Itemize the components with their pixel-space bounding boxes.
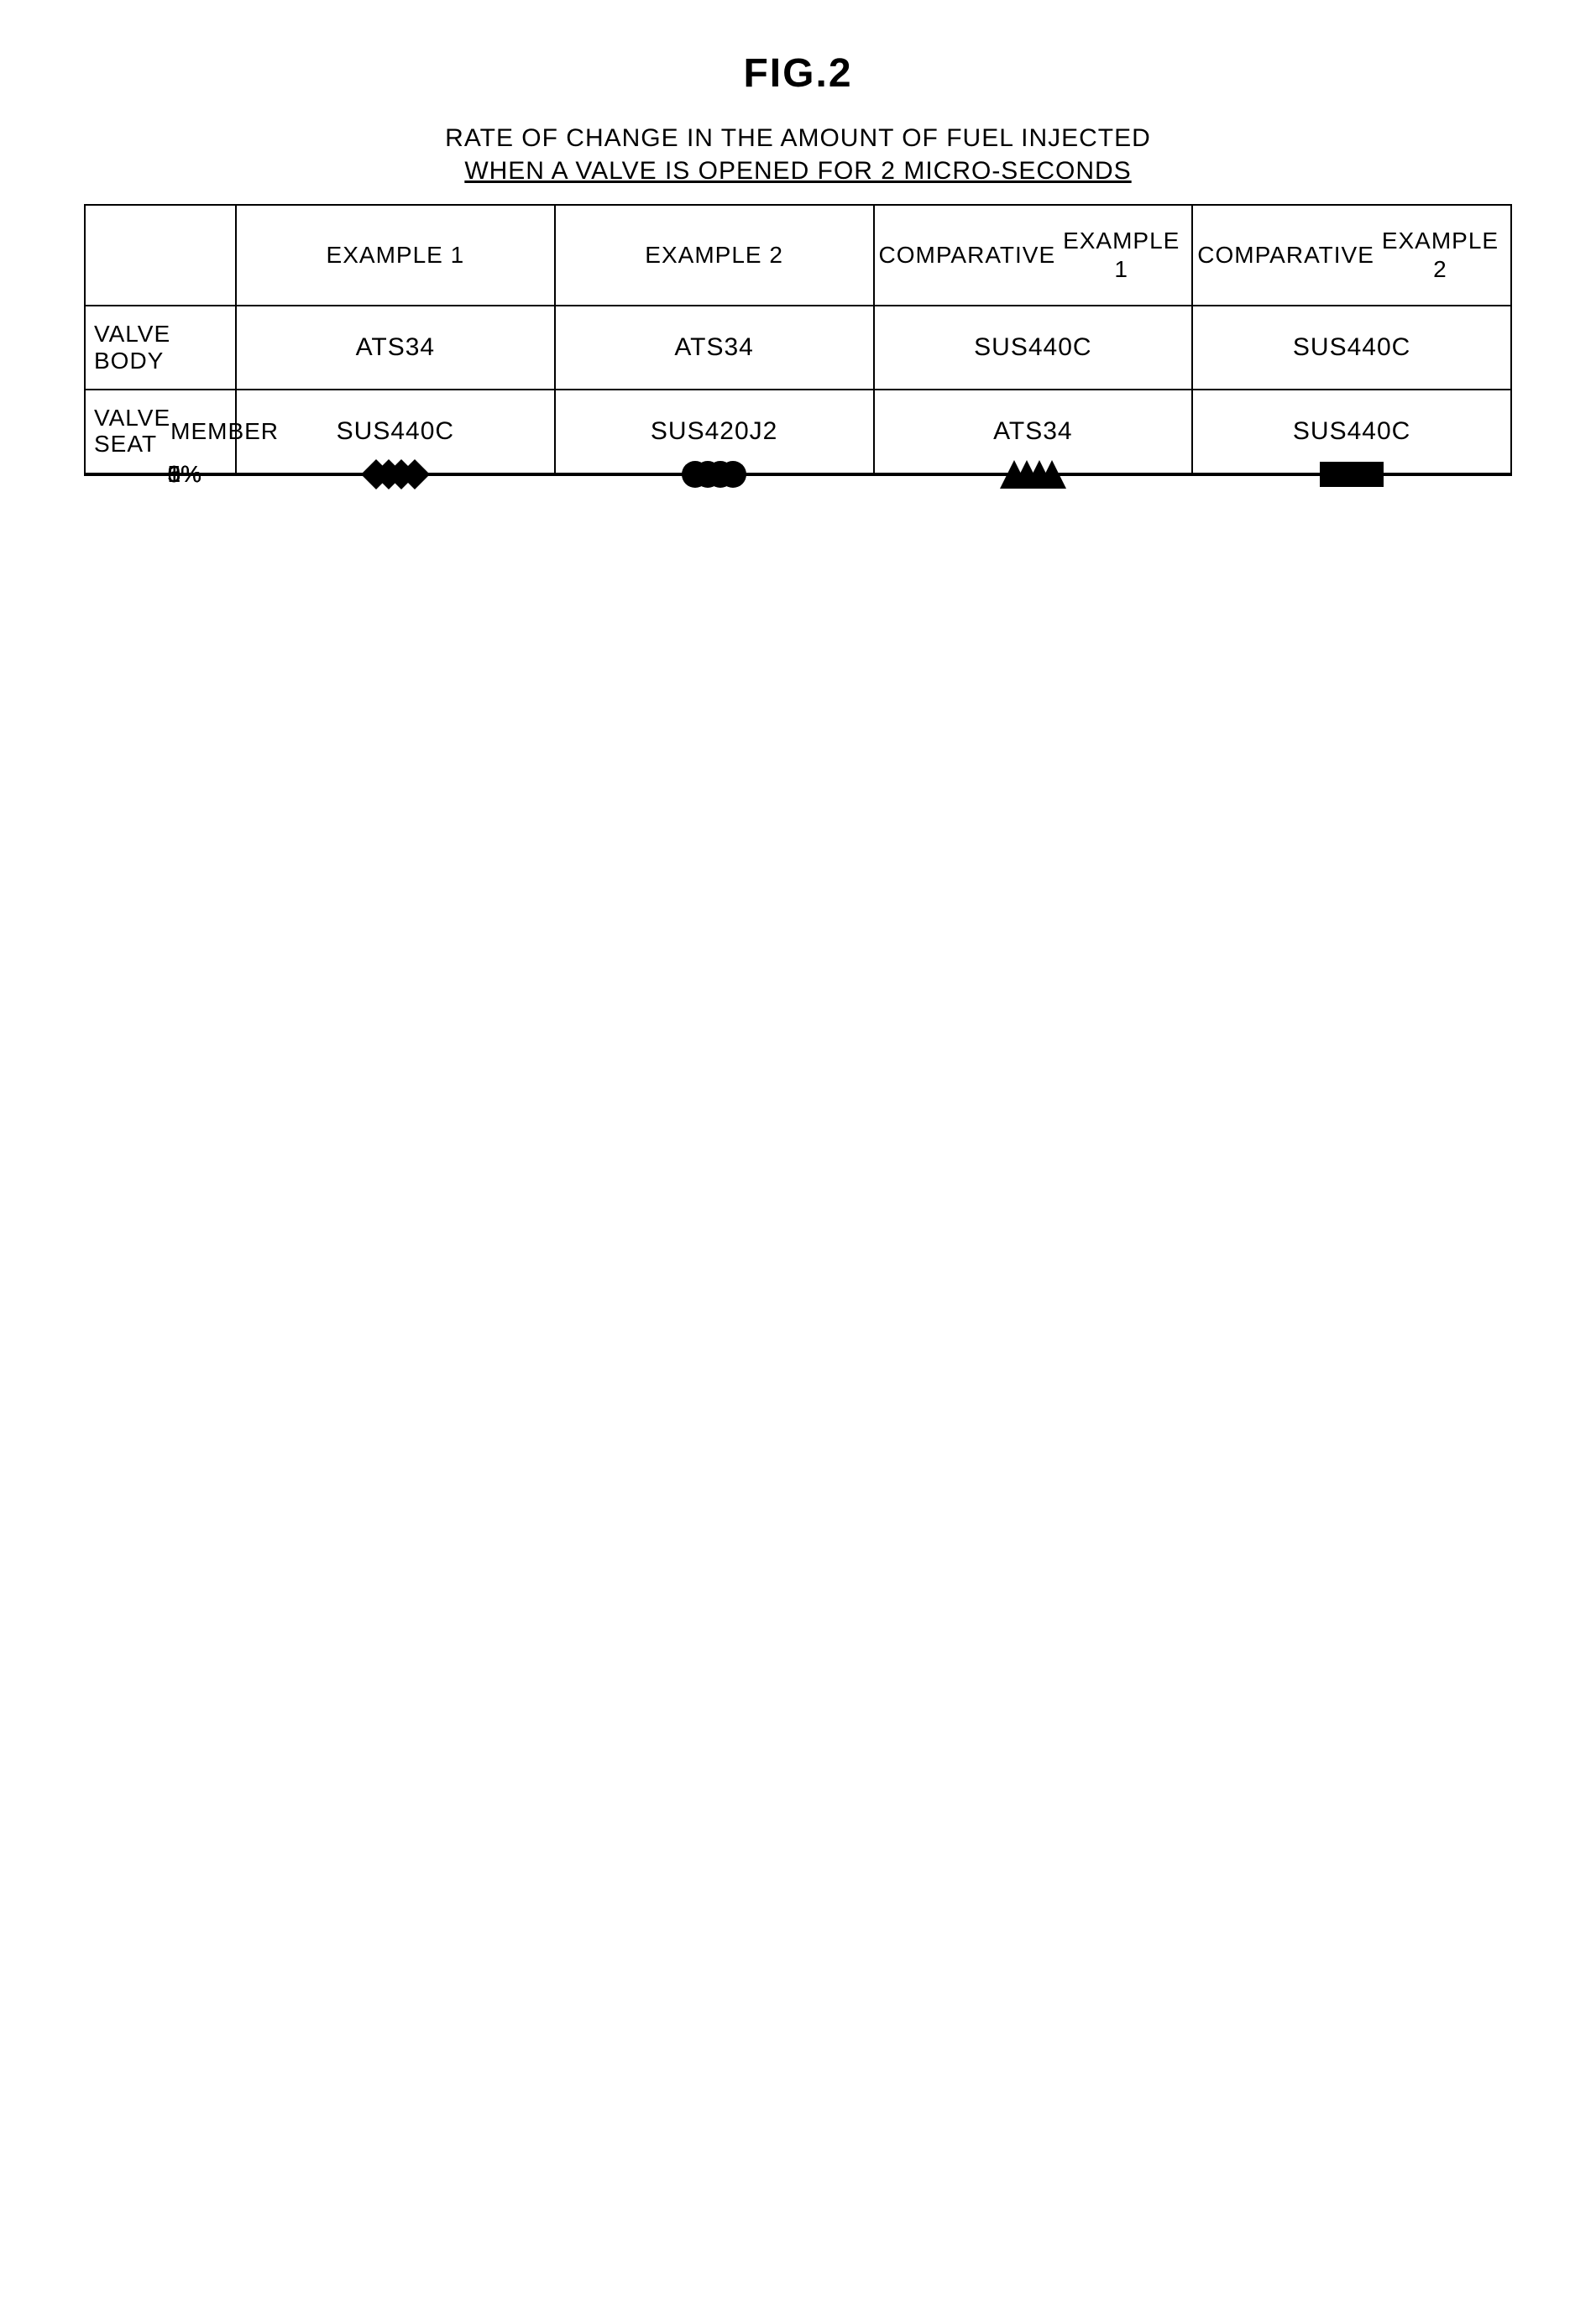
column-header: EXAMPLE 1 bbox=[237, 206, 554, 306]
valve-body-cell: SUS440C bbox=[875, 306, 1192, 390]
data-marker bbox=[719, 460, 747, 489]
plot-column: COMPARATIVEEXAMPLE 2SUS440CSUS440C bbox=[1193, 206, 1510, 474]
y-axis-column: VALVE BODY VALVE SEATMEMBER 5%3%1%0%−1%−… bbox=[86, 206, 237, 474]
title-line-1: RATE OF CHANGE IN THE AMOUNT OF FUEL INJ… bbox=[84, 122, 1512, 154]
plot-column: EXAMPLE 2ATS34SUS420J2 bbox=[556, 206, 875, 474]
data-marker bbox=[400, 459, 430, 489]
valve-body-cell: ATS34 bbox=[556, 306, 873, 390]
plot-columns: EXAMPLE 1ATS34SUS440CEXAMPLE 2ATS34SUS42… bbox=[237, 206, 1510, 474]
data-marker bbox=[1358, 461, 1384, 488]
title-line-2: WHEN A VALVE IS OPENED FOR 2 MICRO-SECON… bbox=[84, 154, 1512, 187]
plot-column: COMPARATIVEEXAMPLE 1SUS440CATS34 bbox=[875, 206, 1194, 474]
y-tick-label: −5% bbox=[154, 461, 201, 488]
valve-body-cell: SUS440C bbox=[1193, 306, 1510, 390]
chart-container: VALVE BODY VALVE SEATMEMBER 5%3%1%0%−1%−… bbox=[84, 204, 1512, 476]
header-spacer bbox=[86, 206, 235, 306]
plot-minor-tick bbox=[875, 474, 883, 476]
data-marker bbox=[1038, 460, 1066, 489]
column-header: COMPARATIVEEXAMPLE 1 bbox=[875, 206, 1192, 306]
plot-minor-tick bbox=[1193, 474, 1201, 476]
valve-body-cell: ATS34 bbox=[237, 306, 554, 390]
plot-minor-tick bbox=[556, 474, 564, 476]
figure-label: FIG.2 bbox=[84, 50, 1512, 97]
plot-column: EXAMPLE 1ATS34SUS440C bbox=[237, 206, 556, 474]
chart-title: RATE OF CHANGE IN THE AMOUNT OF FUEL INJ… bbox=[84, 122, 1512, 187]
y-tick-minor-mark bbox=[224, 474, 237, 476]
column-header: COMPARATIVEEXAMPLE 2 bbox=[1193, 206, 1510, 306]
plot-minor-tick bbox=[237, 474, 245, 476]
valve-body-label: VALVE BODY bbox=[86, 306, 235, 390]
column-header: EXAMPLE 2 bbox=[556, 206, 873, 306]
